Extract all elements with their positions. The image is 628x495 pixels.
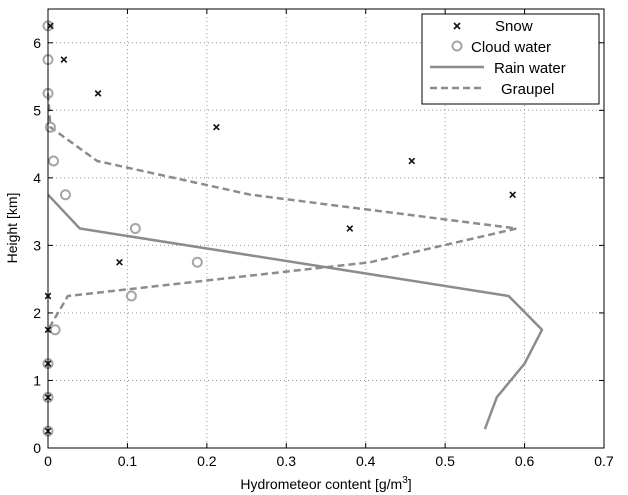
snow-point xyxy=(116,258,123,266)
snow-point xyxy=(213,123,220,131)
x-tick-label: 0.3 xyxy=(277,453,297,469)
rain-water-line xyxy=(47,193,544,430)
legend-box xyxy=(421,13,600,105)
legend-label-snow: Snow xyxy=(495,18,533,35)
plot-frame xyxy=(47,8,605,449)
ticks: 0 0.1 0.2 0.3 0.4 0.5 0.6 0.7 0 1 2 3 4 5 6 xyxy=(33,9,614,469)
cloud-water-point xyxy=(59,189,71,201)
cloud-water-point xyxy=(125,290,137,302)
legend: Snow Cloud water Rain water Graupel xyxy=(421,13,600,105)
x-tick-label: 0.2 xyxy=(197,453,217,469)
legend-label-graupel: Graupel xyxy=(501,81,554,98)
x-tick-label: 0.5 xyxy=(435,453,455,469)
snow-point xyxy=(94,90,102,97)
legend-snow-marker-icon xyxy=(453,22,461,30)
x-tick-label: 0.1 xyxy=(118,453,138,469)
y-tick-label: 0 xyxy=(33,440,41,456)
x-axis-label-superscript: 3 xyxy=(402,475,408,486)
x-tick-label: 0.6 xyxy=(515,453,535,469)
y-tick-label: 3 xyxy=(33,237,41,253)
legend-cloud-water-marker-icon xyxy=(451,40,463,52)
legend-label-cloud-water: Cloud water xyxy=(471,39,551,56)
y-tick-label: 4 xyxy=(33,170,41,186)
legend-item-snow: Snow xyxy=(453,18,533,35)
cloud-water-point xyxy=(129,223,141,234)
x-axis-label-main: Hydrometeor content [g/m xyxy=(240,476,402,492)
x-tick-label: 0.7 xyxy=(594,453,614,469)
x-tick-label: 0 xyxy=(44,453,52,469)
snow-point xyxy=(47,22,54,30)
legend-item-rain-water: Rain water xyxy=(430,60,566,77)
cloud-water-point xyxy=(191,256,203,268)
snow-point xyxy=(60,56,68,64)
legend-item-graupel: Graupel xyxy=(430,81,554,98)
x-axis-label-suffix: ] xyxy=(408,476,412,492)
y-axis-label: Height [km] xyxy=(4,193,20,264)
cloud-water-point xyxy=(44,121,56,133)
x-axis-label: Hydrometeor content [g/m3] xyxy=(240,475,411,492)
snow-point xyxy=(346,225,354,232)
legend-item-cloud-water: Cloud water xyxy=(451,39,551,56)
y-tick-label: 6 xyxy=(33,35,41,51)
y-tick-label: 2 xyxy=(33,305,41,321)
snow-point xyxy=(509,191,517,199)
y-tick-label: 1 xyxy=(33,372,41,388)
legend-label-rain-water: Rain water xyxy=(494,60,566,77)
cloud-water-point xyxy=(49,324,61,336)
x-tick-label: 0.4 xyxy=(356,453,376,469)
snow-point xyxy=(408,157,416,165)
grid xyxy=(48,9,604,448)
cloud-water-point xyxy=(48,155,60,167)
y-tick-label: 5 xyxy=(33,102,41,118)
